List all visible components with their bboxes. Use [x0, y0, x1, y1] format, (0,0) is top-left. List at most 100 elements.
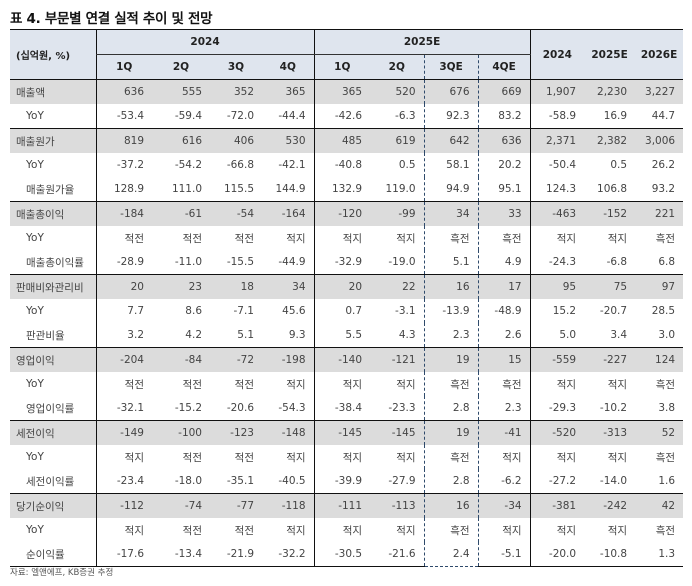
table-cell: 적전: [234, 232, 254, 245]
table-cell: -32.9: [313, 250, 371, 275]
table-cell: 흑전: [423, 518, 479, 542]
table-cell: 555: [152, 79, 210, 104]
table-cell: 4.2: [185, 329, 202, 341]
row-label: 영업이익: [10, 347, 96, 372]
table-cell: -463: [529, 201, 585, 226]
table-cell: 75: [584, 274, 636, 299]
table-row-sub: YoY 적전 적전 적전 적지 적지 적지 흑전 흑전 적지 적지 흑전: [10, 372, 683, 396]
table-cell: -121: [370, 347, 425, 372]
table-cell: 5.1: [237, 329, 254, 341]
table-cell: -20.7: [599, 305, 628, 317]
row-label: 판매비와관리비: [10, 274, 96, 299]
row-label: 매출총이익: [10, 201, 96, 226]
table-row-sub: 영업이익률 -32.1 -15.2 -20.6 -54.3 -38.4 -23.3 2.8 2.…: [10, 396, 683, 421]
table-cell: 적지: [529, 445, 585, 469]
table-cell: 적지: [529, 372, 585, 396]
annual-header-2026e: 2026E: [635, 29, 684, 80]
table-cell: 20: [95, 274, 152, 299]
table-cell: 적지: [286, 524, 306, 537]
table-cell: 적지: [529, 226, 585, 250]
table-row-sub: 매출총이익률 -28.9 -11.0 -15.5 -44.9 -32.9 -19.0 5.1 4…: [10, 250, 683, 275]
table-cell: -99: [370, 201, 425, 226]
table-cell: 16: [423, 274, 479, 299]
table-cell: -7.1: [233, 305, 255, 317]
table-cell: 15: [478, 347, 531, 372]
table-cell: -15.5: [226, 256, 254, 268]
table-cell: 5.5: [313, 323, 371, 348]
table-cell: -120: [313, 201, 371, 226]
row-label: 판관비율: [26, 329, 65, 342]
table-cell: -148: [262, 420, 315, 445]
table-cell: 적지: [313, 445, 371, 469]
table-cell: 365: [262, 79, 315, 104]
table-cell: 520: [370, 79, 425, 104]
table-cell: 3.4: [610, 329, 628, 341]
table-cell: 흑전: [655, 524, 676, 537]
table-cell: -17.6: [95, 542, 152, 567]
table-cell: -44.4: [278, 110, 306, 122]
table-cell: 적지: [529, 518, 585, 542]
table-cell: 적전: [234, 524, 254, 537]
table-cell: 2.6: [504, 329, 522, 341]
table-cell: -19.0: [388, 256, 416, 268]
table-cell: -44.9: [278, 256, 306, 268]
table-cell: -113: [370, 493, 425, 518]
table-cell: -39.9: [313, 469, 371, 494]
table-cell: 적지: [396, 451, 416, 464]
table-cell: 16.9: [603, 110, 628, 122]
row-label: YoY: [26, 451, 44, 463]
table-row-sub: YoY 적전 적전 적전 적지 적지 적지 흑전 흑전 적지 적지 흑전: [10, 226, 683, 250]
table-cell: 97: [635, 274, 684, 299]
table-cell: 0.5: [610, 159, 628, 171]
table-cell: -198: [262, 347, 315, 372]
table-cell: -145: [370, 420, 425, 445]
table-row-sub: YoY 7.7 8.6 -7.1 45.6 0.7 -3.1 -13.9 -48.9 15.2 -2…: [10, 299, 683, 323]
table-cell: 33: [478, 201, 531, 226]
table-cell: 95: [529, 274, 585, 299]
annual-header-2024: 2024: [529, 29, 585, 80]
table-cell: -111: [313, 493, 371, 518]
table-cell: -37.2: [95, 153, 152, 177]
table-cell: -72.0: [226, 110, 254, 122]
table-cell: 352: [210, 79, 262, 104]
financial-table-container: (십억원, %) 2024 2025E 2024 2025E 2026E 1Q 2…: [10, 29, 684, 567]
table-cell: -10.8: [584, 542, 636, 567]
table-cell: -164: [262, 201, 315, 226]
table-cell: 144.9: [275, 183, 306, 195]
table-cell: 132.9: [313, 177, 371, 202]
table-cell: 676: [423, 79, 479, 104]
table-cell: 619: [370, 128, 425, 153]
table-cell: -381: [529, 493, 585, 518]
table-cell: -35.1: [226, 475, 254, 487]
table-cell: 7.7: [95, 299, 152, 323]
table-cell: 18: [210, 274, 262, 299]
table-cell: 2.8: [423, 396, 479, 421]
table-cell: 흑전: [655, 378, 676, 391]
table-cell: 22: [370, 274, 425, 299]
table-cell: -30.5: [313, 542, 371, 567]
table-row-sub: YoY 적지 적전 적전 적지 적지 적지 흑전 적지 적지 적지 흑전: [10, 445, 683, 469]
table-cell: -74: [152, 493, 210, 518]
table-cell: -48.9: [494, 305, 522, 317]
table-cell: -520: [529, 420, 585, 445]
table-cell: -40.8: [313, 153, 371, 177]
table-cell: 26.2: [651, 159, 676, 171]
table-cell: -10.2: [599, 402, 628, 414]
quarter-header: 4QE: [478, 54, 531, 80]
table-cell: 2.8: [423, 469, 479, 494]
table-cell: -27.9: [388, 475, 416, 487]
table-cell: 4.3: [398, 329, 416, 341]
table-cell: -54: [210, 201, 262, 226]
table-cell: 흑전: [655, 451, 676, 464]
table-cell: 58.1: [423, 153, 479, 177]
table-cell: 1,907: [529, 79, 585, 104]
table-cell: 적전: [182, 451, 202, 464]
table-cell: 적지: [313, 226, 371, 250]
table-cell: 119.0: [385, 183, 416, 195]
table-cell: 적지: [95, 445, 152, 469]
year-group-2024: 2024: [95, 29, 315, 55]
row-label: YoY: [26, 110, 44, 122]
table-cell: 6.8: [658, 256, 676, 268]
table-cell: 221: [635, 201, 684, 226]
table-cell: 적전: [95, 372, 152, 396]
